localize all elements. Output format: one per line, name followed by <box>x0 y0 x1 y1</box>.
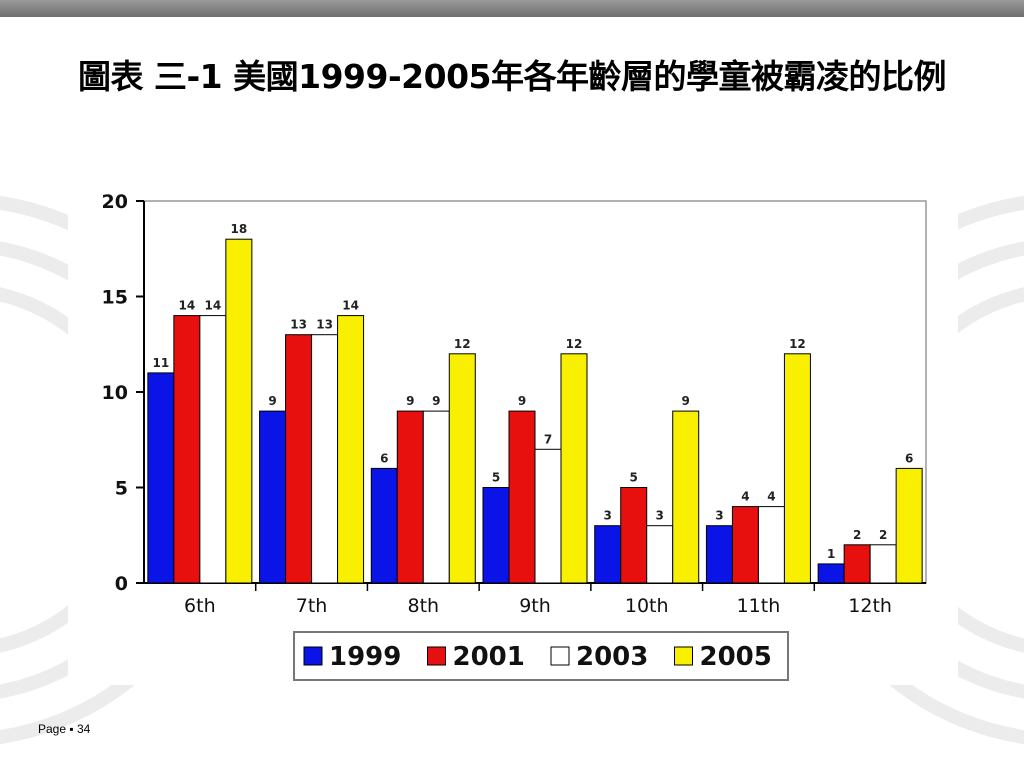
data-label: 14 <box>205 299 222 313</box>
data-label: 13 <box>290 318 307 332</box>
bar-2001-7th <box>285 334 313 584</box>
data-label: 9 <box>432 394 440 408</box>
bar-1999-11th <box>705 525 733 584</box>
x-tick-label: 9th <box>519 595 551 617</box>
bar-2001-11th <box>731 506 759 584</box>
data-label: 7 <box>544 432 552 446</box>
bar-2005-11th <box>783 353 811 584</box>
bar-1999-6th <box>147 372 175 584</box>
bar-2001-10th <box>620 487 648 584</box>
legend-swatch-2001 <box>427 646 446 666</box>
bar-2003-7th <box>311 334 339 584</box>
data-label: 3 <box>604 509 612 523</box>
bar-1999-9th <box>482 487 510 584</box>
chart-panel: 0 5 10 15 20 11 14 14 18 6th 9 13 13 14 7th 6 9 9 12 8th 5 9 7… <box>68 160 958 685</box>
legend-swatch-1999 <box>303 646 323 666</box>
legend-box <box>293 631 789 681</box>
bar-2001-8th <box>396 410 424 584</box>
data-label: 12 <box>566 337 583 351</box>
data-label: 9 <box>268 394 276 408</box>
data-label: 11 <box>153 356 170 370</box>
data-label: 3 <box>656 509 664 523</box>
bar-1999-10th <box>594 525 622 584</box>
x-tick-label: 8th <box>407 595 439 617</box>
bar-2003-12th <box>869 544 897 584</box>
data-label: 9 <box>682 394 690 408</box>
data-label: 5 <box>630 471 638 485</box>
bar-2005-7th <box>337 315 365 584</box>
bar-2005-9th <box>560 353 588 584</box>
bar-1999-7th <box>259 410 287 584</box>
data-label: 6 <box>380 451 388 465</box>
page-number: Page ▪ 34 <box>38 722 91 736</box>
bar-2005-10th <box>672 410 700 584</box>
data-label: 9 <box>406 394 414 408</box>
data-label: 18 <box>231 222 248 236</box>
x-tick-label: 11th <box>737 595 781 617</box>
bar-2001-6th <box>173 315 201 584</box>
y-tick-label: 20 <box>102 191 128 213</box>
legend-swatch-2003 <box>550 646 570 666</box>
data-label: 14 <box>179 299 196 313</box>
bar-2005-6th <box>225 238 253 584</box>
data-label: 1 <box>827 547 835 561</box>
legend-swatch-2005 <box>674 646 693 666</box>
data-label: 12 <box>789 337 806 351</box>
legend-label-2003: 2003 <box>576 642 648 672</box>
data-label: 6 <box>905 451 913 465</box>
y-tick-label: 0 <box>115 573 128 595</box>
data-label: 13 <box>316 318 333 332</box>
bar-1999-12th <box>817 563 845 584</box>
x-tick-label: 12th <box>848 595 892 617</box>
data-label: 5 <box>492 471 500 485</box>
bar-2003-10th <box>646 525 674 584</box>
legend-label-1999: 1999 <box>329 642 401 672</box>
bar-2003-8th <box>422 410 450 584</box>
bar-2003-11th <box>757 506 785 584</box>
legend-label-2001: 2001 <box>453 642 525 672</box>
data-label: 12 <box>454 337 471 351</box>
legend-label-2005: 2005 <box>700 642 772 672</box>
bar-2001-9th <box>508 410 536 584</box>
y-tick-label: 15 <box>102 287 128 309</box>
bar-2003-6th <box>199 315 227 584</box>
slide-title: 圖表 三-1 美國1999-2005年各年齡層的學童被霸凌的比例 <box>77 57 947 96</box>
bar-2003-9th <box>534 448 562 584</box>
data-label: 14 <box>342 299 359 313</box>
x-tick-label: 7th <box>296 595 328 617</box>
x-tick-label: 10th <box>625 595 669 617</box>
data-label: 3 <box>715 509 723 523</box>
bar-2005-12th <box>895 467 923 584</box>
data-label: 9 <box>518 394 526 408</box>
top-bar <box>0 0 1024 17</box>
data-label: 2 <box>853 528 861 542</box>
data-label: 4 <box>741 490 749 504</box>
bar-2005-8th <box>448 353 476 584</box>
data-label: 4 <box>767 490 775 504</box>
y-tick-label: 10 <box>102 382 128 404</box>
x-tick-label: 6th <box>184 595 216 617</box>
bar-1999-8th <box>370 467 398 584</box>
y-tick-label: 5 <box>115 478 128 500</box>
bar-2001-12th <box>843 544 871 584</box>
data-label: 2 <box>879 528 887 542</box>
